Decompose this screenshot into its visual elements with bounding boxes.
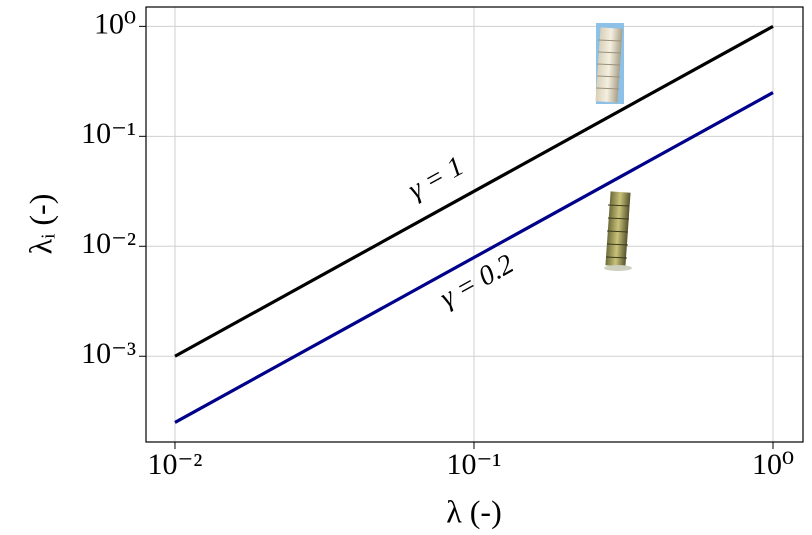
y-axis-label: λᵢ (-) bbox=[22, 194, 58, 255]
series-line bbox=[174, 24, 774, 358]
x-tick-label: 10⁻¹ bbox=[447, 448, 502, 481]
tower-image bbox=[595, 23, 624, 104]
plot-area bbox=[146, 7, 803, 442]
x-tick-label: 10⁰ bbox=[752, 448, 794, 481]
annotation: γ = 0.2 bbox=[435, 248, 519, 313]
y-tick-label: 10⁻³ bbox=[81, 337, 136, 370]
tower-image bbox=[604, 191, 632, 271]
y-tick-label: 10⁻² bbox=[81, 227, 136, 260]
series-line bbox=[174, 91, 774, 424]
annotation: γ = 1 bbox=[403, 151, 469, 206]
x-axis-label: λ (-) bbox=[446, 493, 501, 529]
y-tick-label: 10⁻¹ bbox=[81, 117, 136, 150]
axes-frame bbox=[145, 6, 804, 443]
y-tick-label: 10⁰ bbox=[94, 7, 136, 40]
x-tick-label: 10⁻² bbox=[148, 448, 203, 481]
